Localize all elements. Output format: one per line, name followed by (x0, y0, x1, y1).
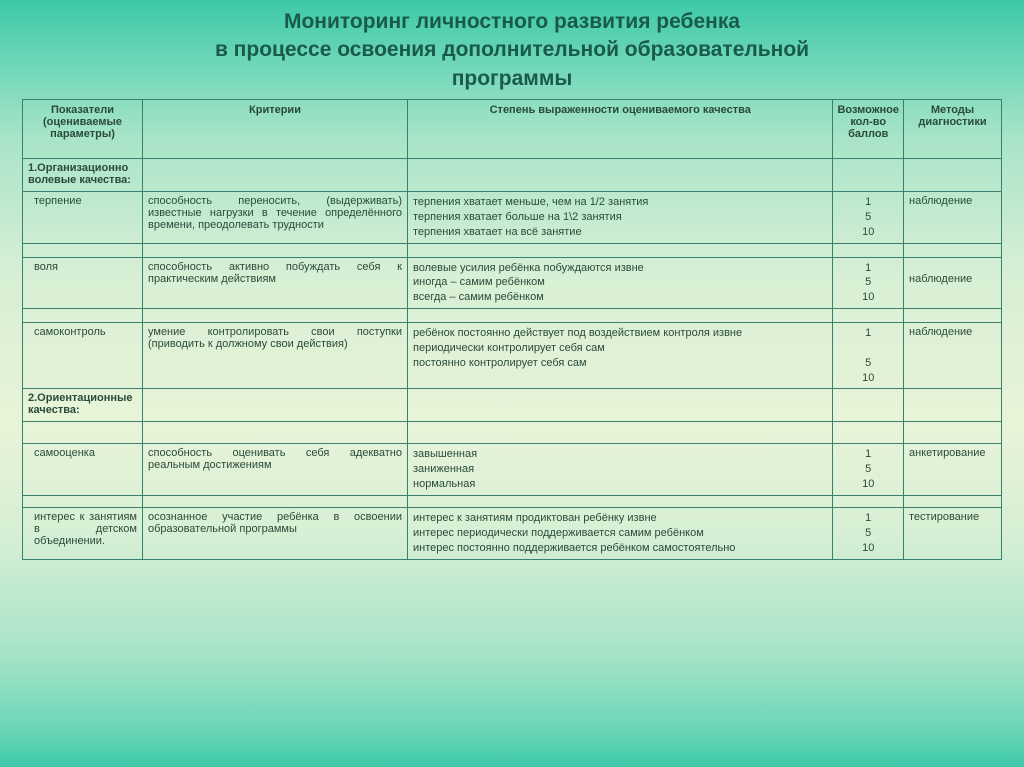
levels-cell: ребёнок постоянно действует под воздейст… (408, 323, 833, 389)
title-line-3: программы (452, 67, 573, 90)
indicator-name: терпение (28, 195, 137, 207)
spacer-row (23, 496, 1002, 508)
spacer-row (23, 243, 1002, 257)
scores-cell: 1 5 10 (833, 257, 904, 309)
criteria-cell: способность активно побуждать себя к пра… (143, 257, 408, 309)
levels-cell: интерес к занятиям продиктован ребёнку и… (408, 508, 833, 560)
table-header-row: Показатели (оцениваемые параметры) Крите… (23, 100, 1002, 159)
header-criteria: Критерии (143, 100, 408, 159)
header-indicators: Показатели (оцениваемые параметры) (23, 100, 143, 159)
table-row: терпение способность переносить, (выдерж… (23, 192, 1002, 244)
levels-cell: терпения хватает меньше, чем на 1/2 заня… (408, 192, 833, 244)
levels-cell: волевые усилия ребёнка побуждаются извне… (408, 257, 833, 309)
table-row: самоконтроль умение контролировать свои … (23, 323, 1002, 389)
scores-cell: 1 5 10 (833, 508, 904, 560)
indicator-name: самооценка (28, 447, 137, 459)
method-cell: наблюдение (904, 257, 1002, 309)
page-title: Мониторинг личностного развития ребенка … (22, 8, 1002, 93)
title-line-2: в процессе освоения дополнительной образ… (215, 38, 809, 61)
levels-cell: завышенная заниженная нормальная (408, 444, 833, 496)
criteria-cell: умение контролировать свои поступки (при… (143, 323, 408, 389)
indicator-name: интерес к занятиям в детском объединении… (28, 511, 137, 547)
method-cell: наблюдение (904, 323, 1002, 389)
method-cell: наблюдение (904, 192, 1002, 244)
scores-cell: 1 5 10 (833, 444, 904, 496)
criteria-cell: способность оценивать себя адекватно реа… (143, 444, 408, 496)
section-row: 2.Ориентационные качества: (23, 389, 1002, 422)
header-methods: Методы диагностики (904, 100, 1002, 159)
method-cell: анкетирование (904, 444, 1002, 496)
section-row: 1.Организационно волевые качества: (23, 159, 1002, 192)
header-scores: Возможное кол-во баллов (833, 100, 904, 159)
table-row: воля способность активно побуждать себя … (23, 257, 1002, 309)
title-line-1: Мониторинг личностного развития ребенка (284, 10, 740, 33)
table-row: самооценка способность оценивать себя ад… (23, 444, 1002, 496)
method-cell: тестирование (904, 508, 1002, 560)
scores-cell: 1 5 10 (833, 323, 904, 389)
monitoring-table: Показатели (оцениваемые параметры) Крите… (22, 99, 1002, 560)
criteria-cell: осознанное участие ребёнка в освоении об… (143, 508, 408, 560)
table-row: интерес к занятиям в детском объединении… (23, 508, 1002, 560)
spacer-row (23, 422, 1002, 444)
criteria-cell: способность переносить, (выдерживать) из… (143, 192, 408, 244)
section1-heading: 1.Организационно волевые качества: (28, 162, 137, 188)
header-degree: Степень выраженности оцениваемого качест… (408, 100, 833, 159)
section2-heading: 2.Ориентационные качества: (28, 392, 137, 418)
spacer-row (23, 309, 1002, 323)
indicator-name: воля (28, 261, 137, 273)
indicator-name: самоконтроль (28, 326, 137, 338)
scores-cell: 1 5 10 (833, 192, 904, 244)
